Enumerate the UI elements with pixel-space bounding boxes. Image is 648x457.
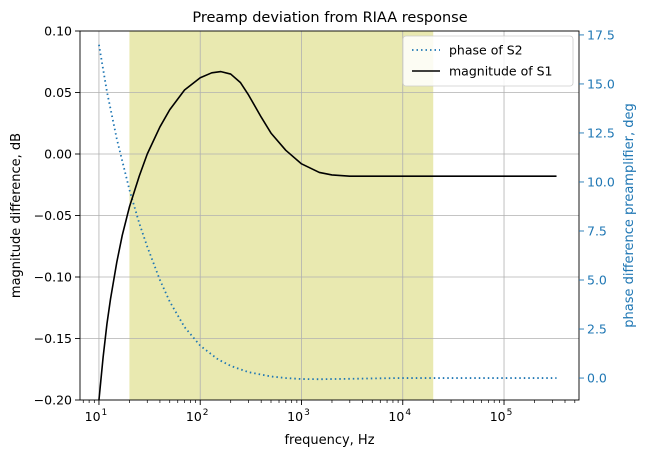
legend-label: magnitude of S1	[449, 64, 553, 79]
y2-tick-label: 17.5	[587, 27, 615, 42]
y-axis-left: 0.10 0.05 0.00 −0.05 −0.10 −0.15 −0.20	[34, 24, 80, 408]
series-line-magnitude	[98, 70, 557, 401]
x-tick-label: 102	[186, 408, 209, 424]
series-line-phase	[98, 44, 557, 381]
y2-tick-label: 5.0	[587, 273, 607, 288]
y2-tick-label: 15.0	[587, 76, 615, 91]
y-tick-label: −0.15	[34, 331, 72, 346]
x-tick-label: 104	[388, 408, 411, 424]
y2-tick-label: 2.5	[587, 322, 607, 337]
legend-box	[402, 35, 574, 87]
x-tick-exponent: 2	[203, 408, 209, 418]
y2-tick-label: 12.5	[587, 125, 615, 140]
legend: phase of S2 magnitude of S1	[402, 35, 574, 87]
y-tick-label: −0.05	[34, 208, 72, 223]
x-tick-exponent: 1	[102, 408, 108, 418]
chart-title: Preamp deviation from RIAA response	[192, 10, 467, 26]
grid-layer	[80, 30, 579, 401]
y2-axis-title: phase difference preamplifier, deg	[622, 103, 637, 327]
legend-label: phase of S2	[449, 43, 523, 58]
x-tick-exponent: 4	[405, 408, 411, 418]
x-axis: 101 102 103 104 105	[82, 400, 576, 424]
y2-tick-label: 7.5	[587, 223, 607, 238]
y-axis-title: magnitude difference, dB	[9, 133, 24, 298]
y-tick-label: −0.20	[34, 393, 72, 408]
x-tick-label: 101	[85, 408, 108, 424]
x-tick-exponent: 3	[304, 408, 310, 418]
y2-tick-label: 0.0	[587, 371, 607, 386]
x-tick-label: 103	[287, 408, 310, 424]
y-axis-right: 17.5 15.0 12.5 10.0 7.5 5.0 2.5 0.0	[579, 27, 615, 386]
y-tick-label: 0.10	[44, 24, 72, 39]
y-tick-label: 0.00	[44, 147, 72, 162]
y2-tick-label: 10.0	[587, 174, 615, 189]
y-tick-label: −0.10	[34, 270, 72, 285]
x-tick-exponent: 5	[507, 408, 513, 418]
y-tick-label: 0.05	[44, 85, 72, 100]
x-tick-label: 105	[490, 408, 513, 424]
series-layer	[98, 44, 557, 401]
x-axis-title: frequency, Hz	[284, 433, 374, 448]
